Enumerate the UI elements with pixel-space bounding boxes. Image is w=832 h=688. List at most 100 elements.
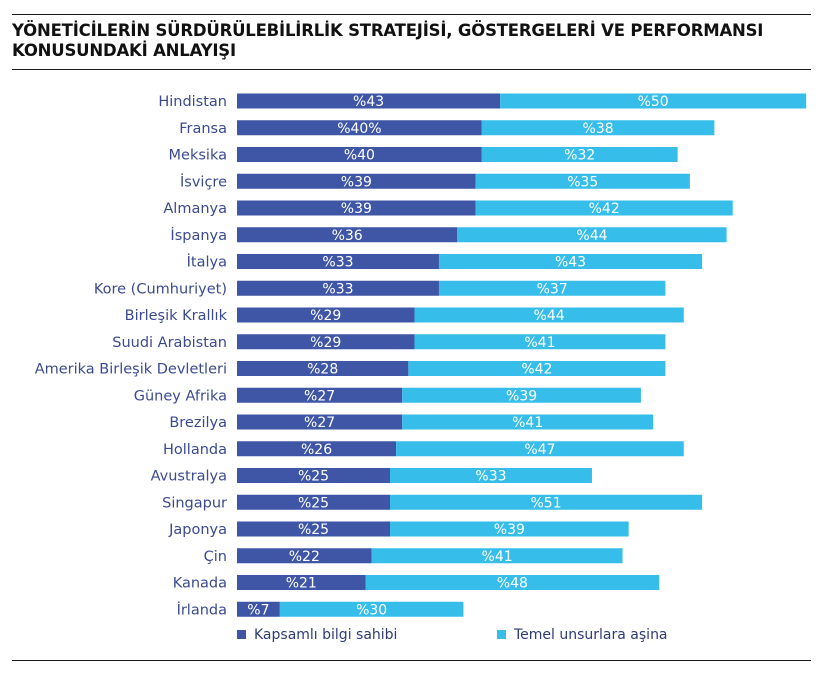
bar-segment-temel — [365, 575, 660, 590]
bar-segment-kapsamli — [237, 120, 482, 136]
bar-segment-temel — [475, 200, 733, 216]
category-label: Singapur — [162, 495, 227, 511]
bar-segment-kapsamli — [237, 575, 366, 590]
bar-segment-kapsamli — [237, 200, 476, 216]
category-label: Çin — [204, 549, 227, 565]
bar-segment-kapsamli — [237, 468, 390, 483]
top-rule — [12, 14, 811, 15]
category-label: Güney Afrika — [134, 388, 227, 404]
data-label: %37 — [537, 281, 568, 297]
bar-segment-temel — [414, 334, 666, 350]
bar-segment-kapsamli — [237, 280, 439, 296]
category-label: Hollanda — [163, 442, 227, 458]
bar-segment-kapsamli — [237, 494, 390, 510]
data-label: %40% — [337, 121, 381, 137]
category-label: Birleşik Krallık — [125, 308, 228, 324]
bar-segment-temel — [390, 468, 592, 483]
data-label: %25 — [298, 522, 329, 538]
data-label: %39 — [494, 522, 525, 538]
bar-segment-kapsamli — [237, 414, 403, 430]
data-label: %44 — [534, 308, 565, 324]
data-label: %25 — [298, 495, 329, 511]
bar-segment-temel — [402, 387, 641, 403]
category-label: Amerika Birleşik Devletleri — [35, 362, 227, 378]
data-label: %26 — [301, 442, 332, 458]
category-label: Suudi Arabistan — [112, 335, 227, 351]
data-label: %7 — [247, 602, 269, 618]
data-label: %42 — [521, 362, 552, 378]
bar-segment-kapsamli — [237, 93, 501, 109]
bar-segment-temel — [371, 548, 623, 564]
bar-segment-temel — [438, 254, 703, 269]
data-label: %21 — [286, 576, 317, 592]
bar-segment-kapsamli — [237, 227, 458, 243]
bar-segment-temel — [438, 280, 666, 296]
bar-segment-temel — [402, 414, 654, 430]
category-label: İtalya — [187, 253, 227, 271]
data-label: %35 — [567, 174, 598, 190]
category-label: İrlanda — [177, 600, 227, 618]
bar-segment-temel — [408, 361, 666, 376]
data-label: %39 — [341, 174, 372, 190]
data-label: %29 — [310, 308, 341, 324]
category-label: Meksika — [169, 148, 227, 164]
data-label: %39 — [341, 201, 372, 217]
legend-swatch — [237, 630, 246, 639]
bar-segment-kapsamli — [237, 147, 482, 162]
data-label: %28 — [307, 362, 338, 378]
legend-label: Temel unsurlara aşina — [513, 627, 668, 643]
data-label: %22 — [289, 549, 320, 565]
bar-segment-temel — [390, 521, 629, 537]
bar-segment-temel — [396, 441, 684, 457]
data-label: %27 — [304, 388, 335, 404]
category-label: Brezilya — [169, 415, 227, 431]
data-label: %33 — [475, 469, 506, 485]
bottom-rule — [12, 660, 811, 661]
data-label: %36 — [332, 228, 363, 244]
bar-segment-kapsamli — [237, 173, 476, 189]
data-label: %33 — [322, 255, 353, 271]
data-label: %38 — [583, 121, 614, 137]
data-label: %42 — [589, 201, 620, 217]
data-label: %25 — [298, 469, 329, 485]
bar-segment-kapsamli — [237, 387, 403, 403]
category-label: İspanya — [170, 226, 227, 244]
category-label: Avustralya — [151, 469, 227, 485]
category-label: Almanya — [163, 201, 227, 217]
data-label: %40 — [344, 148, 375, 164]
chart-title: YÖNETİCİLERİN SÜRDÜRÜLEBİLİRLİK STRATEJİ… — [12, 21, 764, 60]
data-label: %27 — [304, 415, 335, 431]
data-label: %32 — [564, 148, 595, 164]
category-label: Japonya — [168, 522, 227, 538]
data-label: %50 — [638, 94, 669, 110]
bar-segment-temel — [279, 601, 464, 617]
data-label: %43 — [555, 255, 586, 271]
category-label: Hindistan — [158, 94, 227, 110]
bar-segment-temel — [475, 173, 690, 189]
data-label: %41 — [524, 335, 555, 351]
bar-segment-kapsamli — [237, 254, 439, 269]
data-label: %30 — [356, 602, 387, 618]
data-label: %33 — [322, 281, 353, 297]
bar-segment-kapsamli — [237, 548, 372, 564]
data-label: %51 — [530, 495, 561, 511]
category-label: Kanada — [173, 576, 227, 592]
data-label: %39 — [506, 388, 537, 404]
data-label: %41 — [482, 549, 513, 565]
data-label: %29 — [310, 335, 341, 351]
category-label: Kore (Cumhuriyet) — [94, 281, 227, 297]
bar-segment-temel — [500, 93, 807, 109]
bar-segment-temel — [414, 307, 684, 323]
data-label: %43 — [353, 94, 384, 110]
bar-segment-temel — [390, 494, 703, 510]
legend-label: Kapsamlı bilgi sahibi — [254, 627, 397, 643]
title-rule — [12, 69, 811, 70]
category-label: Fransa — [179, 121, 227, 137]
bar-segment-kapsamli — [237, 307, 415, 323]
legend-swatch — [497, 630, 506, 639]
data-label: %47 — [524, 442, 555, 458]
bar-segment-kapsamli — [237, 441, 397, 457]
data-label: %44 — [576, 228, 607, 244]
bar-segment-temel — [457, 227, 727, 243]
